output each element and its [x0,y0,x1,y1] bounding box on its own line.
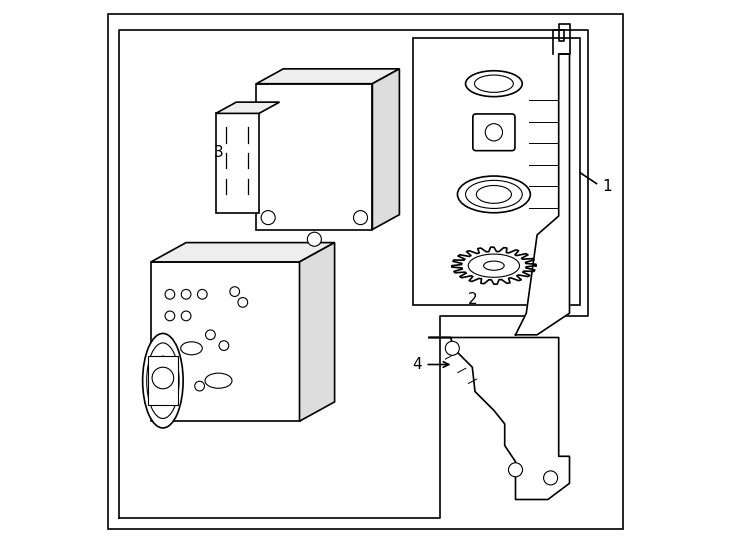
Ellipse shape [205,373,232,388]
Polygon shape [256,84,372,230]
Polygon shape [216,113,259,213]
Circle shape [219,341,229,350]
Circle shape [206,330,215,340]
Circle shape [544,471,558,485]
Circle shape [230,287,239,296]
Text: 4: 4 [412,357,421,372]
Ellipse shape [142,333,183,428]
Text: 1: 1 [603,179,612,194]
Circle shape [261,211,275,225]
Ellipse shape [474,75,513,92]
Bar [413,38,581,305]
Circle shape [162,370,172,380]
Polygon shape [256,69,399,84]
Polygon shape [119,30,589,518]
Ellipse shape [465,71,523,97]
Polygon shape [515,54,570,335]
Circle shape [181,311,191,321]
Ellipse shape [181,342,203,355]
Polygon shape [299,242,335,421]
Circle shape [197,289,207,299]
Polygon shape [452,247,536,284]
Ellipse shape [457,176,531,213]
Circle shape [165,289,175,299]
Polygon shape [151,262,299,421]
Circle shape [152,367,174,389]
Polygon shape [429,338,570,500]
Polygon shape [151,242,335,262]
Text: 3: 3 [214,145,223,160]
Text: 2: 2 [468,292,477,307]
FancyBboxPatch shape [473,114,515,151]
Circle shape [181,289,191,299]
Ellipse shape [476,185,512,203]
Ellipse shape [465,180,523,208]
Polygon shape [216,102,280,113]
Circle shape [165,311,175,321]
Circle shape [446,341,459,355]
Circle shape [354,211,368,225]
Circle shape [509,463,523,477]
Bar [148,356,178,405]
Circle shape [238,298,247,307]
Circle shape [485,124,503,141]
Circle shape [195,381,205,391]
Circle shape [308,232,321,246]
Polygon shape [372,69,399,230]
